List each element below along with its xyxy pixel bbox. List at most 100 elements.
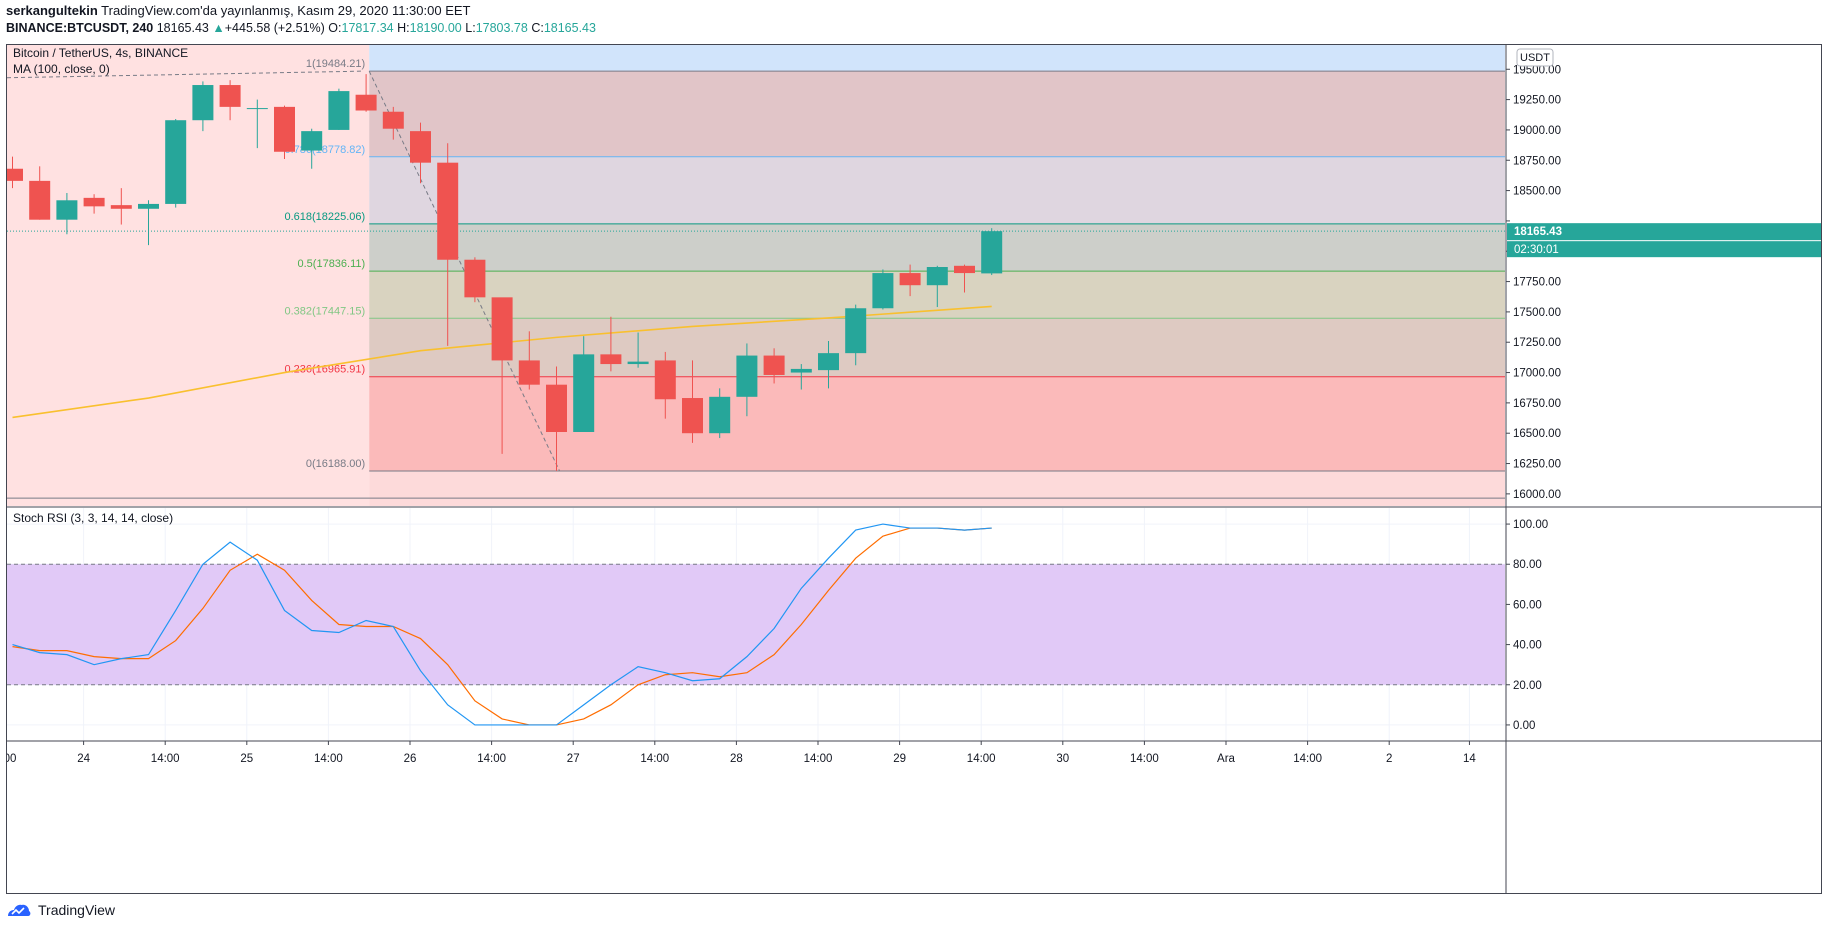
fib-level-label: 1(19484.21) bbox=[306, 58, 365, 70]
candle-body bbox=[7, 168, 23, 181]
fib-zone-above bbox=[369, 45, 1505, 72]
time-axis-label: 14:00 bbox=[314, 753, 343, 765]
candle-body bbox=[573, 354, 595, 432]
price-axis-label: 17250.00 bbox=[1513, 337, 1561, 349]
up-arrow-icon: ▲ bbox=[212, 21, 225, 35]
candle-body bbox=[437, 162, 459, 260]
time-axis-label: 14:00 bbox=[640, 753, 669, 765]
last-price-tag-text: 18165.43 bbox=[1514, 226, 1562, 238]
candle-body bbox=[491, 297, 513, 361]
candle-body bbox=[29, 180, 51, 220]
time-axis-label: Ara bbox=[1217, 753, 1236, 765]
price-axis-label: 19000.00 bbox=[1513, 125, 1561, 137]
countdown-tag bbox=[1507, 241, 1821, 258]
candle-body bbox=[763, 355, 785, 375]
open-label: O: bbox=[328, 21, 342, 35]
candle-body bbox=[818, 353, 839, 371]
candle-body bbox=[165, 120, 187, 204]
rsi-band bbox=[7, 564, 1505, 685]
fib-level-label: 0.618(18225.06) bbox=[284, 211, 365, 223]
rsi-axis-label: 20.00 bbox=[1513, 680, 1542, 692]
candle-body bbox=[682, 398, 703, 434]
fib-level-label: 0.5(17836.11) bbox=[298, 258, 366, 270]
low-value: 17803.78 bbox=[475, 21, 528, 35]
stoch-rsi-d-line bbox=[12, 527, 992, 726]
currency-badge bbox=[1516, 48, 1554, 67]
time-axis-label: 14 bbox=[1463, 753, 1476, 765]
change-text: +445.58 (+2.51%) bbox=[224, 21, 325, 35]
candle-body bbox=[954, 265, 975, 274]
rsi-axis-label: 80.00 bbox=[1513, 559, 1542, 571]
candle-body bbox=[518, 360, 540, 385]
time-axis-label: 2 bbox=[1386, 753, 1392, 765]
price-axis-label: 16750.00 bbox=[1513, 398, 1561, 410]
candle-body bbox=[872, 273, 894, 309]
price-axis-label: 18750.00 bbox=[1513, 155, 1561, 167]
time-axis-label: 30 bbox=[1056, 753, 1069, 765]
left-shaded-zone bbox=[7, 45, 370, 506]
trend-dashed-line bbox=[7, 70, 362, 79]
last-price-tag bbox=[1507, 223, 1821, 241]
stoch-rsi-pane bbox=[7, 508, 1505, 741]
rsi-axis-label: 100.00 bbox=[1513, 519, 1548, 531]
time-axis-label: 14:00 bbox=[1130, 753, 1159, 765]
open-value: 17817.34 bbox=[341, 21, 394, 35]
price-axis-label: 16250.00 bbox=[1513, 459, 1561, 471]
candle-body bbox=[546, 384, 567, 432]
symbol-label: BINANCE:BTCUSDT, 240 bbox=[6, 21, 154, 35]
fib-zone-1 bbox=[369, 71, 1505, 157]
price-pane: 1(19484.21) 0.786(18778.82) 0.618(18225.06… bbox=[7, 45, 1505, 506]
candle-body bbox=[926, 267, 948, 286]
rsi-axis-label: 60.00 bbox=[1513, 599, 1542, 611]
tradingview-logo-icon bbox=[8, 904, 31, 916]
time-axis-label: 14:00 bbox=[477, 753, 506, 765]
price-axis-label: 16000.00 bbox=[1513, 489, 1561, 501]
ohlc-legend: BINANCE:BTCUSDT, 240 18165.43 ▲+445.58 (… bbox=[6, 21, 596, 35]
fib-zone-0.786 bbox=[369, 156, 1505, 224]
candle-body bbox=[246, 108, 268, 110]
chart-canvas[interactable]: 1(19484.21) 0.786(18778.82) 0.618(18225.06… bbox=[7, 45, 1821, 893]
ma-indicator-label: MA (100, close, 0) bbox=[13, 62, 110, 76]
publish-text: TradingView.com'da yayınlanmış, Kasım 29… bbox=[101, 3, 471, 18]
time-axis-label: 27 bbox=[567, 753, 580, 765]
fib-level-label: 0.786(18778.82) bbox=[284, 144, 365, 156]
fib-zone-below bbox=[369, 471, 1505, 506]
candle-body bbox=[600, 354, 622, 365]
fib-zone-0.618 bbox=[369, 223, 1505, 272]
author-name[interactable]: serkangultekin bbox=[6, 3, 98, 18]
candle-body bbox=[56, 200, 78, 220]
chart-frame[interactable]: 1(19484.21) 0.786(18778.82) 0.618(18225.06… bbox=[6, 44, 1822, 894]
fib-level-label: 0.236(16965.91) bbox=[284, 364, 365, 376]
last-price-text: 18165.43 bbox=[156, 21, 209, 35]
price-axis-label: 16500.00 bbox=[1513, 428, 1561, 440]
time-axis-label: 24 bbox=[77, 753, 90, 765]
candle-body bbox=[736, 355, 758, 397]
candle-body bbox=[790, 368, 812, 373]
fib-zone-0.382 bbox=[369, 318, 1505, 377]
fib-trend-dashed-line bbox=[368, 70, 561, 472]
candle-body bbox=[301, 131, 323, 151]
stoch-rsi-title: Stoch RSI (3, 3, 14, 14, close) bbox=[13, 511, 173, 525]
time-axis-label: 28 bbox=[730, 753, 743, 765]
stoch-rsi-k-line bbox=[12, 523, 992, 726]
price-axis-label: 18500.00 bbox=[1513, 186, 1561, 198]
close-label: C: bbox=[531, 21, 544, 35]
low-label: L: bbox=[465, 21, 476, 35]
candle-body bbox=[464, 259, 486, 298]
price-axis-label: 17000.00 bbox=[1513, 368, 1561, 380]
candle-body bbox=[410, 131, 431, 163]
time-axis-label: 29 bbox=[893, 753, 906, 765]
candle-body bbox=[83, 197, 105, 207]
fib-level-label: 0.382(17447.15) bbox=[284, 305, 365, 317]
candle-body bbox=[219, 85, 241, 107]
time-axis-label: 26 bbox=[404, 753, 417, 765]
tradingview-brand[interactable]: TradingView bbox=[38, 902, 116, 918]
rsi-axis-label: 40.00 bbox=[1513, 640, 1542, 652]
candle-body bbox=[654, 360, 676, 400]
high-value: 18190.00 bbox=[409, 21, 462, 35]
time-axis-label: 14:00 bbox=[1293, 753, 1322, 765]
ma-100-line bbox=[12, 305, 992, 419]
candle-body bbox=[110, 205, 132, 209]
candle-body bbox=[382, 111, 404, 129]
price-axis-label: 19250.00 bbox=[1513, 95, 1561, 107]
